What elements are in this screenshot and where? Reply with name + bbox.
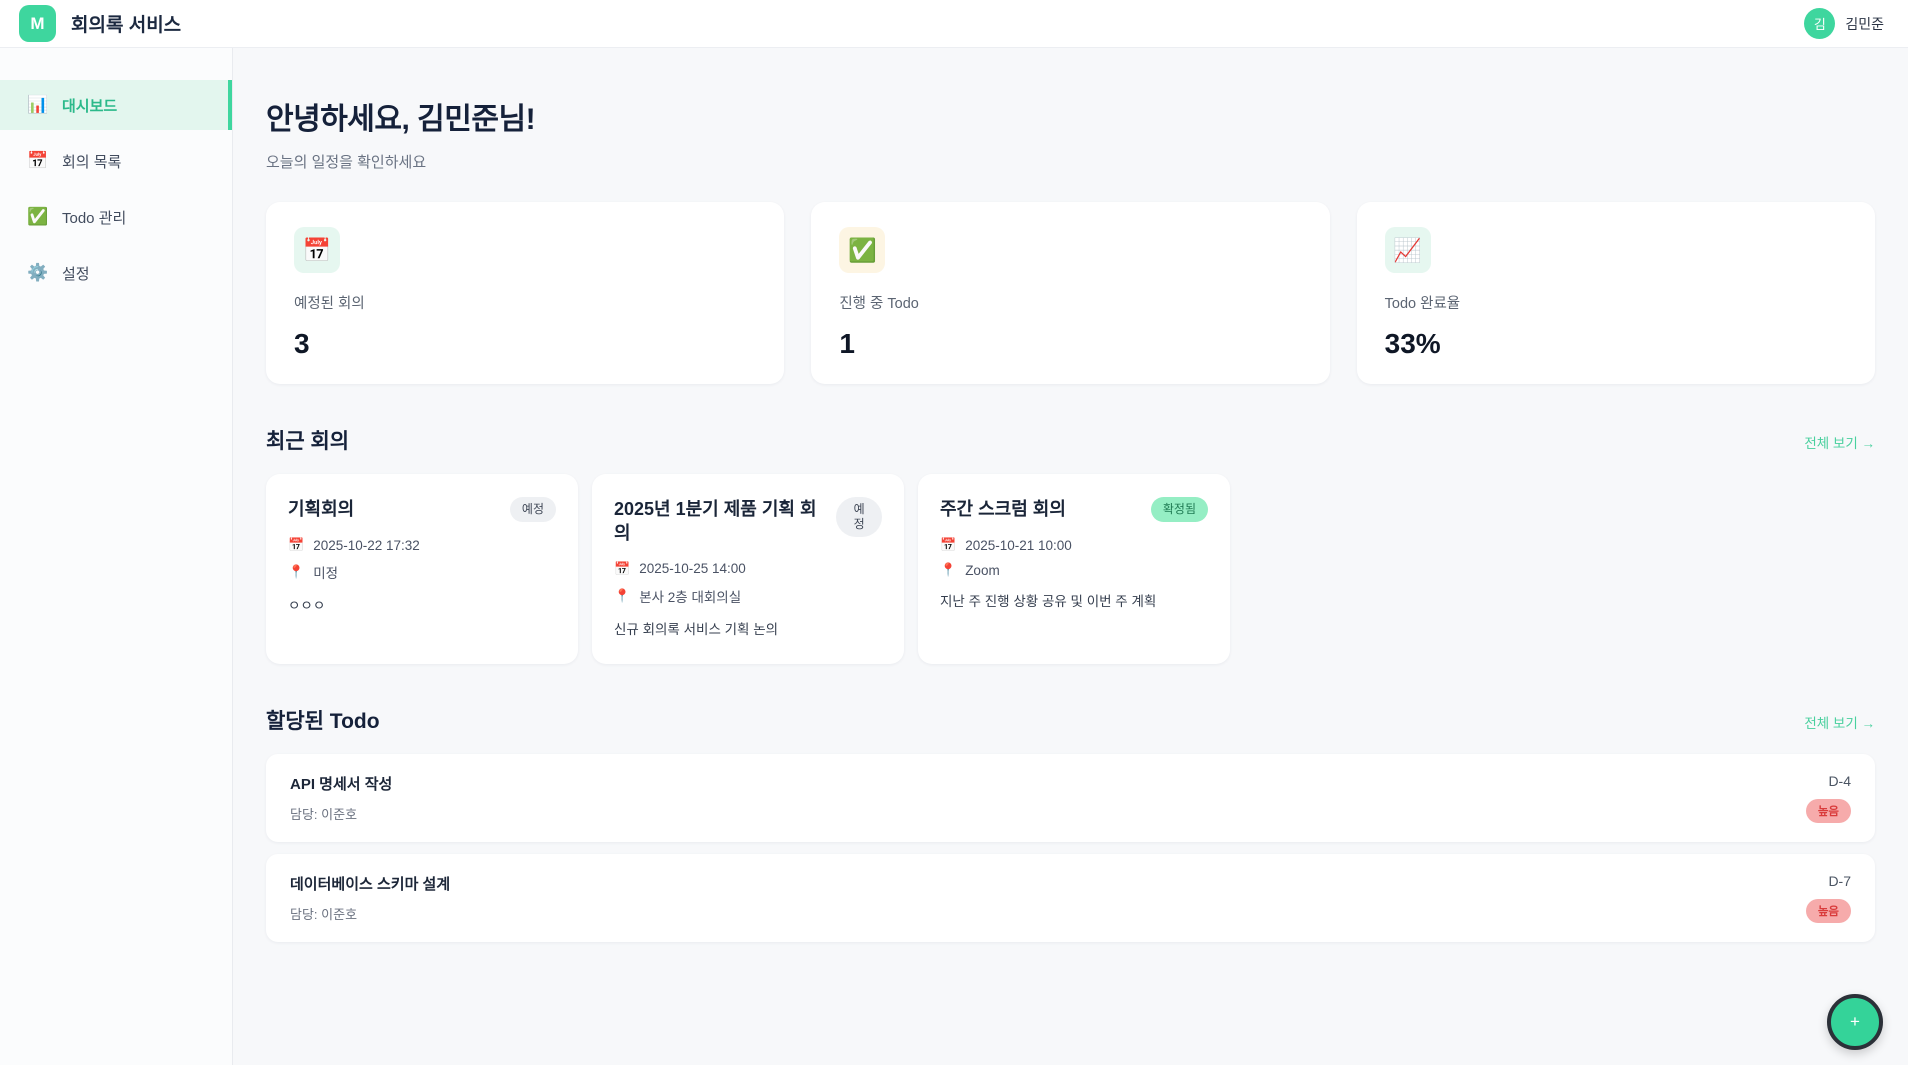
meeting-card[interactable]: 기획회의 예정 📅 2025-10-22 17:32 📍 미정 ㅇㅇㅇ <box>266 474 578 664</box>
meeting-description: 지난 주 진행 상황 공유 및 이번 주 계획 <box>940 594 1157 609</box>
recent-meetings-header: 최근 회의 전체 보기 → <box>266 425 1875 455</box>
calendar-icon: 📅 <box>940 537 957 552</box>
stat-label: 진행 중 Todo <box>839 296 919 312</box>
todo-title: API 명세서 작성 <box>290 776 393 793</box>
stat-label: 예정된 회의 <box>294 296 365 312</box>
user-menu[interactable]: 김 김민준 <box>1804 8 1884 39</box>
main-content: 안녕하세요, 김민준님! 오늘의 일정을 확인하세요 📅 예정된 회의 3 ✅ … <box>233 48 1908 1065</box>
priority-badge: 높음 <box>1805 799 1851 823</box>
todo-dday: D-7 <box>1828 873 1851 889</box>
todo-title: 데이터베이스 스키마 설계 <box>290 876 451 893</box>
meeting-title: 주간 스크럼 회의 <box>940 499 1066 519</box>
pin-icon: 📍 <box>614 587 631 603</box>
check-icon: ✅ <box>839 227 886 273</box>
user-avatar[interactable]: 김 <box>1804 8 1836 39</box>
stat-value: 3 <box>294 328 310 359</box>
user-name: 김민준 <box>1845 15 1884 32</box>
meeting-card[interactable]: 주간 스크럼 회의 확정됨 📅 2025-10-21 10:00 📍 Zoom … <box>918 474 1230 664</box>
pin-icon: 📍 <box>288 564 305 579</box>
meeting-datetime: 2025-10-22 17:32 <box>313 537 420 553</box>
stat-value: 1 <box>839 328 855 359</box>
add-button[interactable]: + <box>1827 994 1883 1050</box>
meetings-row: 기획회의 예정 📅 2025-10-22 17:32 📍 미정 ㅇㅇㅇ 2025… <box>266 474 1875 664</box>
meeting-title: 기획회의 <box>288 499 355 519</box>
todo-dday: D-4 <box>1828 773 1851 789</box>
section-title: 할당된 Todo <box>266 710 380 733</box>
stat-card-scheduled-meetings: 📅 예정된 회의 3 <box>266 202 785 384</box>
calendar-icon: 📅 <box>288 537 305 552</box>
sidebar-item-label: 대시보드 <box>62 97 118 115</box>
calendar-icon: 📅 <box>27 151 49 170</box>
meeting-location: 미정 <box>313 566 339 581</box>
section-title: 최근 회의 <box>266 430 350 453</box>
sidebar-item-label: 설정 <box>62 265 90 283</box>
app-header: M 회의록 서비스 김 김민준 <box>0 0 1908 48</box>
stat-value: 33% <box>1384 328 1441 359</box>
sidebar-item-dashboard[interactable]: 📊 대시보드 <box>0 80 232 130</box>
view-all-meetings-link[interactable]: 전체 보기 → <box>1804 436 1875 451</box>
stat-card-in-progress-todos: ✅ 진행 중 Todo 1 <box>811 202 1330 384</box>
meeting-title: 2025년 1분기 제품 기획 회의 <box>614 499 817 544</box>
app-title: 회의록 서비스 <box>71 15 182 36</box>
todo-list: API 명세서 작성 담당: 이준호 D-4 높음 데이터베이스 스키마 설계 … <box>266 754 1875 942</box>
greeting-title: 안녕하세요, 김민준님! <box>266 103 536 136</box>
stat-card-todo-completion: 📈 Todo 완료율 33% <box>1356 202 1875 384</box>
sidebar-item-label: 회의 목록 <box>62 153 122 171</box>
sidebar-item-settings[interactable]: ⚙️ 설정 <box>0 248 232 298</box>
calendar-icon: 📅 <box>294 227 340 273</box>
sidebar-item-todos[interactable]: ✅ Todo 관리 <box>0 192 232 242</box>
todo-item[interactable]: 데이터베이스 스키마 설계 담당: 이준호 D-7 높음 <box>266 854 1875 942</box>
meeting-location: Zoom <box>965 562 1000 578</box>
todo-assignee: 담당: 이준호 <box>290 907 358 922</box>
check-icon: ✅ <box>27 207 49 226</box>
sidebar: 📊 대시보드 📅 회의 목록 ✅ Todo 관리 ⚙️ 설정 <box>0 48 233 1065</box>
meeting-datetime: 2025-10-25 14:00 <box>639 561 746 577</box>
assigned-todos-header: 할당된 Todo 전체 보기 → <box>266 705 1875 735</box>
priority-badge: 높음 <box>1805 899 1851 923</box>
meeting-description: 신규 회의록 서비스 기획 논의 <box>614 621 779 637</box>
app-logo: M <box>19 5 56 42</box>
chart-up-icon: 📈 <box>1384 227 1431 273</box>
status-badge: 예정 <box>509 497 556 522</box>
calendar-icon: 📅 <box>614 560 631 576</box>
todo-item[interactable]: API 명세서 작성 담당: 이준호 D-4 높음 <box>266 754 1875 842</box>
status-badge: 예정 <box>836 497 882 537</box>
meeting-datetime: 2025-10-21 10:00 <box>965 537 1072 553</box>
status-badge: 확정됨 <box>1150 497 1208 522</box>
stat-label: Todo 완료율 <box>1384 296 1461 312</box>
stats-row: 📅 예정된 회의 3 ✅ 진행 중 Todo 1 📈 Todo 완료율 33% <box>266 202 1875 384</box>
bar-chart-icon: 📊 <box>27 95 49 114</box>
sidebar-item-meetings[interactable]: 📅 회의 목록 <box>0 136 232 186</box>
greeting-subtitle: 오늘의 일정을 확인하세요 <box>266 154 427 171</box>
brand: M 회의록 서비스 <box>19 5 181 42</box>
pin-icon: 📍 <box>940 562 957 577</box>
todo-assignee: 담당: 이준호 <box>290 807 358 822</box>
view-all-todos-link[interactable]: 전체 보기 → <box>1804 716 1875 731</box>
meeting-description: ㅇㅇㅇ <box>288 598 326 613</box>
meeting-card[interactable]: 2025년 1분기 제품 기획 회의 예정 📅 2025-10-25 14:00… <box>592 474 904 664</box>
gear-icon: ⚙️ <box>27 263 49 282</box>
meeting-location: 본사 2층 대회의실 <box>639 589 742 605</box>
sidebar-item-label: Todo 관리 <box>62 209 127 227</box>
